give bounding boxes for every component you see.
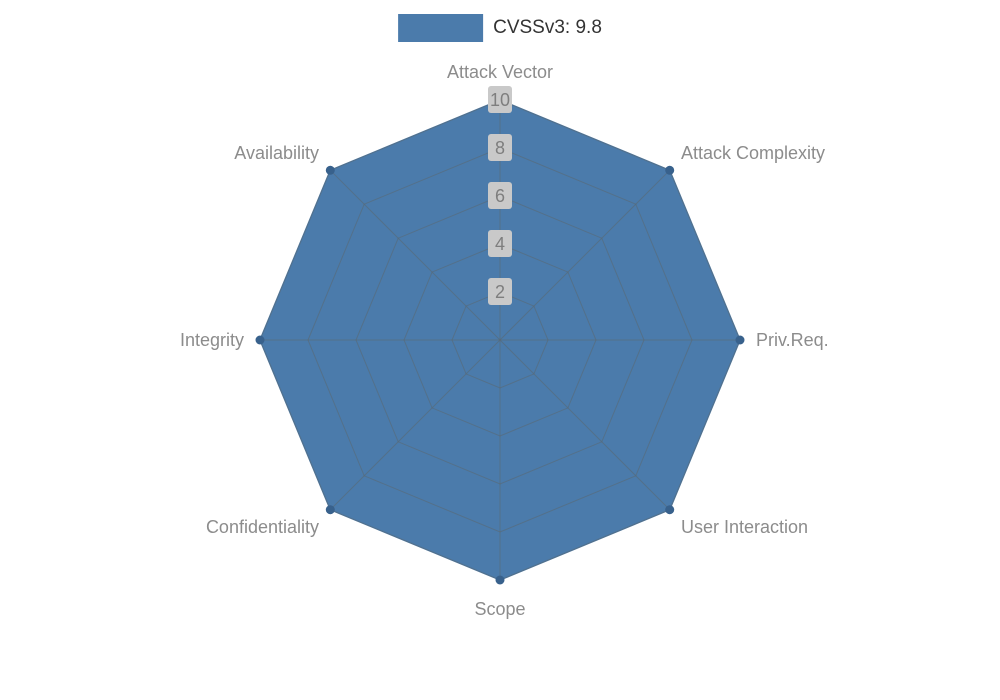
vertex-dot [325,165,335,175]
tick-label-bg-6 [488,182,512,209]
tick-label-2: 2 [495,282,505,302]
axis-label-attack-complexity: Attack Complexity [681,143,825,163]
tick-label-10: 10 [490,90,510,110]
tick-label-bg-8 [488,134,512,161]
axis-spoke [329,169,501,341]
axis-label-integrity: Integrity [180,330,244,350]
tick-label-6: 6 [495,186,505,206]
vertex-dot [665,165,675,175]
axis-label-scope: Scope [474,599,525,619]
vertex-dot [495,575,505,585]
axis-label-availability: Availability [234,143,319,163]
vertex-dot [665,505,675,515]
tick-label-bg-2 [488,278,512,305]
vertex-dot [325,505,335,515]
axis-label-attack-vector: Attack Vector [447,62,553,82]
vertex-dot [255,335,265,345]
legend-label: CVSSv3: 9.8 [493,17,602,38]
axis-spoke [499,169,671,341]
tick-label-bg-10 [488,86,512,113]
legend-swatch [398,14,484,42]
axis-spoke [329,339,501,511]
axis-spoke [499,339,671,511]
tick-label-4: 4 [495,234,505,254]
tick-label-8: 8 [495,138,505,158]
axis-label-confidentiality: Confidentiality [206,517,319,537]
axis-label-priv-req-: Priv.Req. [756,330,829,350]
tick-label-bg-4 [488,230,512,257]
vertex-dot [735,335,745,345]
axis-label-user-interaction: User Interaction [681,517,808,537]
legend-item[interactable]: CVSSv3: 9.8 [398,14,602,42]
